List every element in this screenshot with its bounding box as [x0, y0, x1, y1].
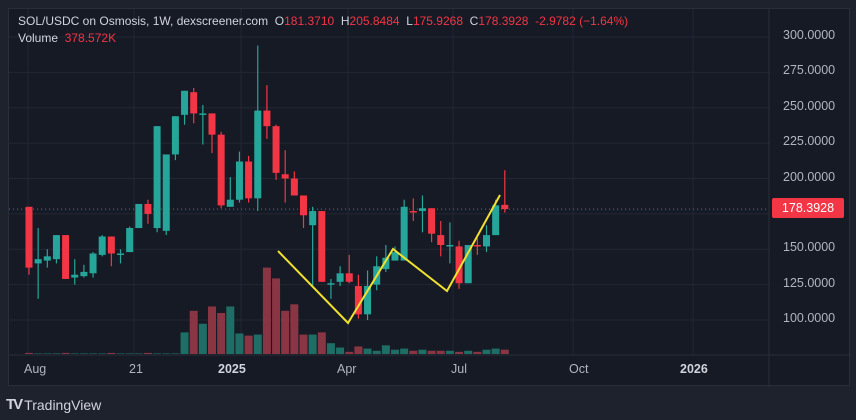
x-tick-label: 2026 — [680, 362, 708, 376]
y-tick-label: 100.0000 — [783, 311, 836, 325]
y-tick-label: 250.0000 — [783, 98, 836, 113]
x-tick-label: Oct — [569, 362, 589, 376]
y-tick-label: 275.0000 — [783, 63, 836, 78]
symbol-title: SOL/USDC on Osmosis, 1W, dexscreener.com — [18, 14, 269, 28]
x-tick-label: Apr — [337, 362, 357, 376]
x-tick-label: 2025 — [218, 362, 246, 376]
tradingview-branding[interactable]: TV TradingView — [6, 396, 101, 413]
y-tick-label: 300.0000 — [783, 28, 836, 42]
x-tick-label: 21 — [129, 362, 143, 376]
x-tick-label: Aug — [24, 362, 47, 376]
open-value: 181.3710 — [284, 14, 335, 28]
tradingview-logo-icon: TV — [6, 396, 23, 413]
low-value: 175.9268 — [412, 14, 463, 28]
tradingview-name: TradingView — [24, 396, 102, 413]
x-tick-label: Jul — [451, 362, 467, 376]
y-tick-label: 150.0000 — [783, 240, 836, 255]
chart-panel[interactable] — [8, 8, 851, 387]
change-value: -2.9782 (−1.64%) — [535, 14, 629, 28]
candlestick-chart[interactable] — [9, 9, 851, 387]
ohlc-row: SOL/USDC on Osmosis, 1W, dexscreener.com… — [18, 14, 629, 28]
volume-row: Volume 378.572K — [18, 30, 628, 47]
y-tick-label: 200.0000 — [783, 169, 836, 184]
close-value: 178.3928 — [478, 14, 529, 28]
high-value: 205.8484 — [349, 14, 400, 28]
y-tick-label: 225.0000 — [783, 134, 836, 149]
last-price-tag: 178.3928 — [772, 198, 844, 218]
volume-label: Volume — [18, 31, 59, 45]
chart-legend: SOL/USDC on Osmosis, 1W, dexscreener.com… — [18, 13, 628, 47]
y-tick-label: 125.0000 — [783, 275, 836, 290]
volume-value: 378.572K — [64, 31, 117, 45]
